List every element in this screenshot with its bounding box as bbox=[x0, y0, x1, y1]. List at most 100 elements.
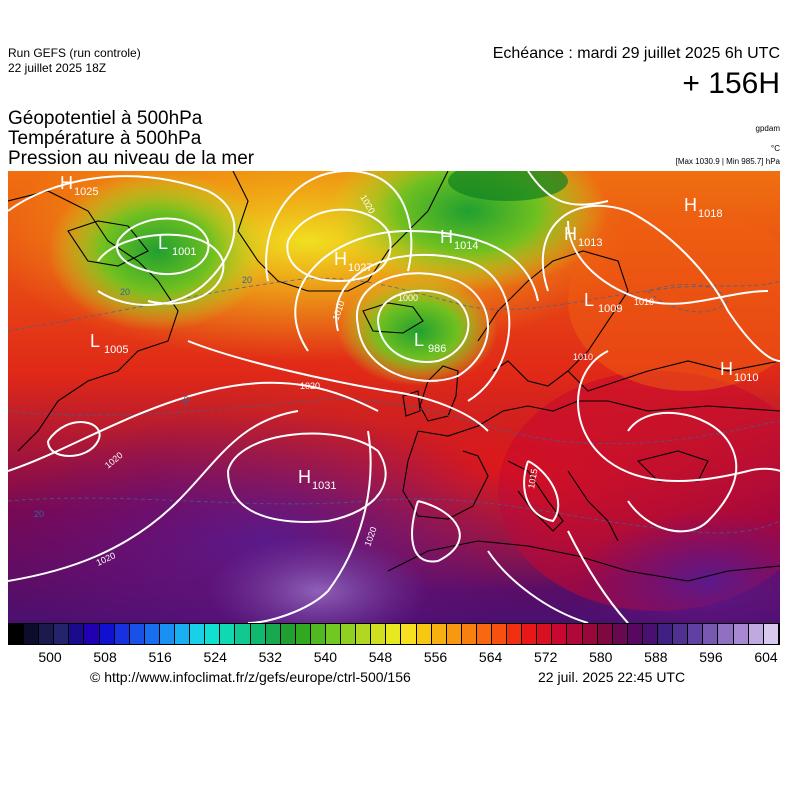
colorbar-swatch bbox=[431, 624, 447, 644]
colorbar-label: 548 bbox=[368, 649, 393, 665]
colorbar-swatch bbox=[703, 624, 719, 644]
colorbar-swatch bbox=[567, 624, 583, 644]
colorbar-swatch bbox=[552, 624, 568, 644]
svg-text:H: H bbox=[684, 195, 697, 215]
colorbar-labels: 500 508 516 524 532 540 548 556 564 572 580 588 596 6… bbox=[0, 649, 788, 667]
svg-text:L: L bbox=[90, 331, 100, 351]
colorbar-swatch bbox=[763, 624, 779, 644]
colorbar-swatch bbox=[235, 624, 251, 644]
isotherm-label: 20 bbox=[242, 275, 252, 285]
colorbar-label: 532 bbox=[258, 649, 282, 665]
colorbar-swatch bbox=[69, 624, 85, 644]
colorbar-swatch bbox=[129, 624, 145, 644]
forecast-map: H 1025 L 1001 H 1027 H 1014 H 1013 H 1018 L 100… bbox=[8, 171, 780, 623]
issued-time: 22 juil. 2025 22:45 UTC bbox=[538, 669, 686, 685]
svg-text:L: L bbox=[158, 233, 168, 253]
colorbar-swatch bbox=[537, 624, 553, 644]
colorbar-swatch bbox=[205, 624, 221, 644]
colorbar-swatch bbox=[250, 624, 266, 644]
pressure-center: L 1001 bbox=[158, 233, 196, 258]
pressure-range: [Max 1030.9 | Min 985.7] hPa bbox=[675, 157, 780, 166]
colorbar-swatch bbox=[401, 624, 417, 644]
svg-text:1001: 1001 bbox=[172, 246, 196, 258]
svg-text:1031: 1031 bbox=[312, 480, 336, 492]
svg-text:1009: 1009 bbox=[598, 303, 622, 315]
colorbar-swatch bbox=[597, 624, 613, 644]
svg-text:H: H bbox=[440, 227, 453, 247]
colorbar-swatch bbox=[386, 624, 402, 644]
colorbar-swatch bbox=[114, 624, 130, 644]
isobar-label: 1010 bbox=[573, 352, 593, 362]
pressure-center: H 1018 bbox=[684, 195, 722, 220]
svg-text:H: H bbox=[564, 224, 577, 244]
colorbar-swatch bbox=[310, 624, 326, 644]
colorbar-swatch bbox=[265, 624, 281, 644]
colorbar-label: 500 bbox=[38, 649, 62, 665]
colorbar-label: 564 bbox=[478, 649, 503, 665]
colorbar-swatch bbox=[84, 624, 100, 644]
unit-geopotential: gpdam bbox=[755, 124, 780, 133]
svg-text:1027: 1027 bbox=[348, 262, 372, 274]
colorbar-swatch bbox=[688, 624, 704, 644]
colorbar-swatch bbox=[476, 624, 492, 644]
colorbar-label: 572 bbox=[534, 649, 558, 665]
copyright: © http://www.infoclimat.fr/z/gefs/europe… bbox=[90, 669, 411, 685]
svg-text:L: L bbox=[414, 330, 424, 350]
pressure-center: L 1009 bbox=[584, 290, 622, 315]
run-title: Run GEFS (run controle) bbox=[8, 46, 141, 60]
svg-text:1014: 1014 bbox=[454, 240, 478, 252]
colorbar-label: 604 bbox=[754, 649, 778, 665]
colorbar-swatch bbox=[718, 624, 734, 644]
colorbar-label: 524 bbox=[203, 649, 227, 665]
svg-text:L: L bbox=[584, 290, 594, 310]
svg-text:H: H bbox=[720, 359, 733, 379]
isotherm-label: 20 bbox=[179, 394, 193, 408]
lead-time: + 156H bbox=[682, 67, 780, 100]
colorbar-swatch bbox=[507, 624, 523, 644]
pressure-center: H 1031 bbox=[298, 467, 336, 492]
svg-text:1010: 1010 bbox=[734, 372, 758, 384]
isobar-label: 1000 bbox=[398, 293, 418, 303]
colorbar-swatch bbox=[144, 624, 160, 644]
svg-text:1025: 1025 bbox=[74, 186, 98, 198]
colorbar-swatch bbox=[371, 624, 387, 644]
isobar-label: 1020 bbox=[300, 381, 320, 391]
colorbar-label: 540 bbox=[313, 649, 338, 665]
colorbar-swatch bbox=[39, 624, 55, 644]
pressure-center: L 1005 bbox=[90, 331, 128, 356]
colorbar-swatch bbox=[295, 624, 311, 644]
colorbar-swatch bbox=[612, 624, 628, 644]
svg-text:H: H bbox=[60, 173, 73, 193]
colorbar-swatch bbox=[446, 624, 462, 644]
colorbar-label: 588 bbox=[644, 649, 668, 665]
pressure-center: H 1013 bbox=[564, 224, 602, 249]
param-pressure: Pression au niveau de la mer bbox=[8, 148, 255, 169]
colorbar-swatch bbox=[356, 624, 372, 644]
colorbar-swatch bbox=[159, 624, 176, 644]
colorbar-swatch bbox=[461, 624, 477, 644]
colorbar-swatch bbox=[190, 624, 206, 644]
svg-text:H: H bbox=[298, 467, 311, 487]
svg-text:H: H bbox=[334, 249, 347, 269]
colorbar-swatch bbox=[733, 624, 749, 644]
forecast-valid-time: Echéance : mardi 29 juillet 2025 6h UTC bbox=[492, 45, 780, 62]
colorbar-swatch bbox=[325, 624, 342, 644]
colorbar-swatch bbox=[280, 624, 296, 644]
colorbar-label: 556 bbox=[423, 649, 448, 665]
colorbar bbox=[8, 623, 780, 645]
unit-temperature: °C bbox=[771, 144, 780, 153]
svg-text:1013: 1013 bbox=[578, 237, 602, 249]
colorbar-swatch bbox=[522, 624, 538, 644]
isotherm-label: 20 bbox=[120, 287, 130, 297]
pressure-center: H 1025 bbox=[60, 173, 98, 198]
param-geopotential: Géopotentiel à 500hPa bbox=[8, 108, 203, 129]
colorbar-swatch bbox=[748, 624, 764, 644]
param-temperature: Température à 500hPa bbox=[8, 128, 202, 149]
colorbar-label: 580 bbox=[589, 649, 613, 665]
colorbar-swatch bbox=[582, 624, 598, 644]
colorbar-label: 508 bbox=[93, 649, 117, 665]
colorbar-swatch bbox=[341, 624, 357, 644]
pressure-center: H 1027 bbox=[334, 249, 372, 274]
pressure-center: H 1010 bbox=[720, 359, 758, 384]
colorbar-swatch bbox=[492, 624, 508, 644]
